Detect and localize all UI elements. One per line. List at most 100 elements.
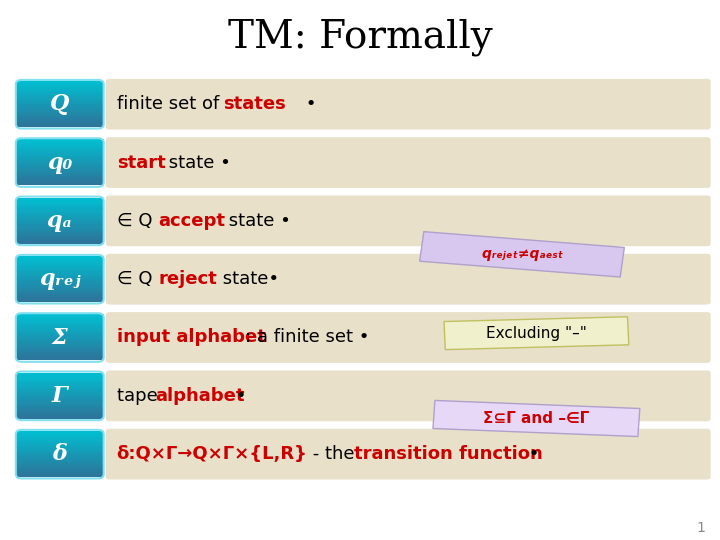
Bar — [16, 124, 104, 126]
Bar — [16, 239, 104, 240]
Bar — [16, 199, 104, 200]
Bar — [16, 260, 104, 262]
Bar — [16, 442, 104, 444]
Bar — [16, 346, 104, 348]
Bar — [16, 241, 104, 242]
Bar — [16, 146, 104, 148]
Bar — [16, 336, 104, 338]
Bar — [16, 97, 104, 98]
Bar — [16, 475, 104, 477]
Bar — [16, 238, 104, 239]
Bar — [16, 173, 104, 175]
Bar — [16, 434, 104, 436]
Bar — [16, 343, 104, 345]
Bar — [16, 122, 104, 124]
Bar — [16, 356, 104, 358]
Bar — [16, 105, 104, 106]
Bar — [16, 222, 104, 224]
Bar — [16, 227, 104, 229]
Bar — [16, 316, 104, 318]
Bar — [16, 212, 104, 214]
Bar — [16, 462, 104, 463]
Bar — [16, 265, 104, 267]
Bar — [16, 353, 104, 355]
Bar — [16, 451, 104, 453]
Bar — [16, 400, 104, 402]
Bar — [16, 112, 104, 113]
Bar — [16, 121, 104, 123]
Bar — [16, 208, 104, 210]
Bar — [16, 323, 104, 325]
Bar — [16, 392, 104, 394]
Bar — [16, 327, 104, 328]
Bar — [16, 404, 104, 406]
Text: alphabet: alphabet — [156, 387, 245, 405]
Bar — [16, 345, 104, 347]
Bar — [16, 382, 104, 383]
Bar — [16, 264, 104, 266]
Bar — [16, 321, 104, 323]
Bar — [16, 352, 104, 353]
Bar — [16, 90, 104, 92]
Bar — [16, 155, 104, 157]
Bar — [16, 440, 104, 442]
Bar — [16, 472, 104, 474]
Bar — [16, 141, 104, 143]
Text: - the: - the — [307, 445, 361, 463]
Bar — [16, 181, 104, 183]
Bar — [16, 115, 104, 117]
Bar — [16, 411, 104, 413]
Text: TM: Formally: TM: Formally — [228, 19, 492, 56]
Text: finite set of: finite set of — [117, 95, 225, 113]
Bar — [16, 205, 104, 206]
Bar — [16, 456, 104, 457]
FancyBboxPatch shape — [106, 370, 711, 421]
Bar — [16, 433, 104, 435]
Bar — [16, 232, 104, 233]
Bar — [16, 230, 104, 231]
Bar — [16, 147, 104, 149]
Bar — [16, 417, 104, 418]
Bar — [16, 449, 104, 451]
Bar — [16, 158, 104, 159]
Bar — [16, 206, 104, 207]
Bar — [16, 446, 104, 447]
Bar — [16, 469, 104, 471]
Text: δ: δ — [53, 443, 67, 465]
Bar — [16, 125, 104, 127]
Bar — [16, 408, 104, 409]
Bar — [16, 213, 104, 215]
Bar — [16, 266, 104, 268]
Bar — [16, 467, 104, 469]
Bar — [16, 164, 104, 166]
Bar — [16, 384, 104, 386]
Bar — [16, 167, 104, 170]
Bar — [16, 386, 104, 388]
Bar — [16, 334, 104, 335]
Bar — [16, 286, 104, 287]
Bar — [16, 263, 104, 265]
Bar — [16, 113, 104, 114]
Bar — [16, 289, 104, 291]
Bar — [16, 387, 104, 389]
Bar — [16, 325, 104, 326]
Bar — [16, 284, 104, 286]
Bar — [16, 441, 104, 443]
Bar — [16, 281, 104, 282]
Bar — [16, 407, 104, 408]
FancyBboxPatch shape — [106, 254, 711, 305]
Bar — [16, 339, 104, 341]
Bar — [16, 82, 104, 84]
Text: Γ: Γ — [52, 385, 68, 407]
Bar — [16, 474, 104, 476]
Bar — [16, 373, 104, 374]
Bar — [16, 178, 104, 179]
Polygon shape — [420, 232, 624, 277]
Bar — [16, 235, 104, 237]
Bar — [16, 170, 104, 172]
Bar — [16, 391, 104, 393]
Text: Q: Q — [50, 93, 69, 115]
Bar — [16, 414, 104, 415]
Bar — [16, 152, 104, 153]
Bar — [16, 123, 104, 125]
